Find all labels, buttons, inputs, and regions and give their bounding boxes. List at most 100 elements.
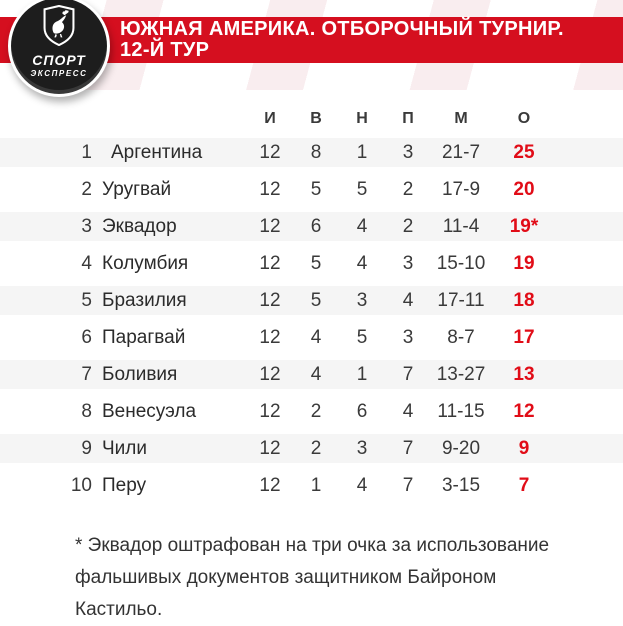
wins: 4 [310,363,322,385]
rank: 8 [81,400,92,422]
played: 12 [259,363,281,385]
table-header-row: И В Н П М О [0,104,623,134]
wins: 5 [310,289,322,311]
col-wins: В [310,110,322,127]
played: 12 [259,252,281,274]
col-played: И [264,110,276,127]
played: 12 [259,400,281,422]
team-name: Боливия [102,363,178,385]
points: 7 [518,474,530,496]
table-row: 9 Чили 12 2 3 7 9-20 9 [0,430,623,467]
rooster-shield-icon [42,0,76,51]
goals: 17-9 [441,178,481,200]
losses: 3 [402,141,414,163]
goals: 15-10 [436,252,486,274]
goals: 8-7 [447,326,475,348]
points: 13 [513,363,535,385]
played: 12 [259,141,281,163]
losses: 7 [402,363,414,385]
rank: 5 [81,289,92,311]
table-row: 3 Эквадор 12 6 4 2 11-4 19* [0,208,623,245]
played: 12 [259,437,281,459]
goals: 13-27 [436,363,486,385]
draws: 4 [356,215,368,237]
table-row: 2 Уругвай 12 5 5 2 17-9 20 [0,171,623,208]
table-row: 10 Перу 12 1 4 7 3-15 7 [0,467,623,504]
draws: 1 [356,363,368,385]
losses: 2 [402,215,414,237]
wins: 5 [310,252,322,274]
wins: 2 [310,437,322,459]
wins: 6 [310,215,322,237]
draws: 3 [356,437,368,459]
goals: 21-7 [441,141,481,163]
team-name: Эквадор [102,215,177,237]
team-name: Венесуэла [102,400,197,422]
draws: 4 [356,474,368,496]
points: 20 [513,178,535,200]
sport-express-logo: СПОРТ ЭКСПРЕСС [8,0,110,97]
points: 17 [513,326,535,348]
losses: 7 [402,437,414,459]
logo-brand-bottom: ЭКСПРЕСС [30,69,88,78]
col-losses: П [402,110,414,127]
table-row: 6 Парагвай 12 4 5 3 8-7 17 [0,319,623,356]
played: 12 [259,474,281,496]
team-name: Перу [102,474,147,496]
team-name: Бразилия [102,289,187,311]
team-name: Парагвай [102,326,186,348]
points: 9 [518,437,530,459]
draws: 1 [356,141,368,163]
title-line-1: ЮЖНАЯ АМЕРИКА. ОТБОРОЧНЫЙ ТУРНИР. [120,17,564,40]
points: 19 [513,252,535,274]
draws: 3 [356,289,368,311]
col-goals: М [454,110,468,127]
points: 19* [509,215,539,237]
losses: 3 [402,326,414,348]
rank: 1 [81,141,92,163]
draws: 6 [356,400,368,422]
title-line-2: 12-Й ТУР [120,39,210,61]
table-row: 1 Аргентина 12 8 1 3 21-7 25 [0,134,623,171]
standings-table: И В Н П М О 1 Аргентина 12 8 1 3 21-7 25… [0,104,623,504]
footnote: * Эквадор оштрафован на три очка за испо… [75,530,563,626]
points: 12 [513,400,535,422]
rank: 3 [81,215,92,237]
losses: 3 [402,252,414,274]
rank: 2 [81,178,92,200]
points: 18 [513,289,535,311]
losses: 4 [402,289,414,311]
goals: 9-20 [441,437,481,459]
table-row: 8 Венесуэла 12 2 6 4 11-15 12 [0,393,623,430]
table-body: 1 Аргентина 12 8 1 3 21-7 25 2 Уругвай 1… [0,134,623,504]
footnote-line-2: фальшивых документов защитником Байроном… [75,567,497,620]
rank: 9 [81,437,92,459]
rank: 10 [70,474,92,496]
rank: 4 [81,252,92,274]
draws: 4 [356,252,368,274]
footnote-line-1: * Эквадор оштрафован на три очка за испо… [75,535,550,556]
wins: 5 [310,178,322,200]
played: 12 [259,215,281,237]
draws: 5 [356,326,368,348]
table-row: 5 Бразилия 12 5 3 4 17-11 18 [0,282,623,319]
striped-header-background: ЮЖНАЯ АМЕРИКА. ОТБОРОЧНЫЙ ТУРНИР. 12-Й Т… [0,0,623,97]
wins: 4 [310,326,322,348]
wins: 1 [310,474,322,496]
losses: 4 [402,400,414,422]
team-name: Колумбия [102,252,189,274]
rank: 6 [81,326,92,348]
losses: 7 [402,474,414,496]
played: 12 [259,326,281,348]
col-draws: Н [356,110,368,127]
wins: 8 [310,141,322,163]
goals: 3-15 [441,474,481,496]
wins: 2 [310,400,322,422]
logo-brand-top: СПОРТ [32,52,86,68]
team-name: Аргентина [111,141,203,163]
goals: 11-15 [437,400,485,422]
table-row: 7 Боливия 12 4 1 7 13-27 13 [0,356,623,393]
losses: 2 [402,178,414,200]
table-row: 4 Колумбия 12 5 4 3 15-10 19 [0,245,623,282]
draws: 5 [356,178,368,200]
